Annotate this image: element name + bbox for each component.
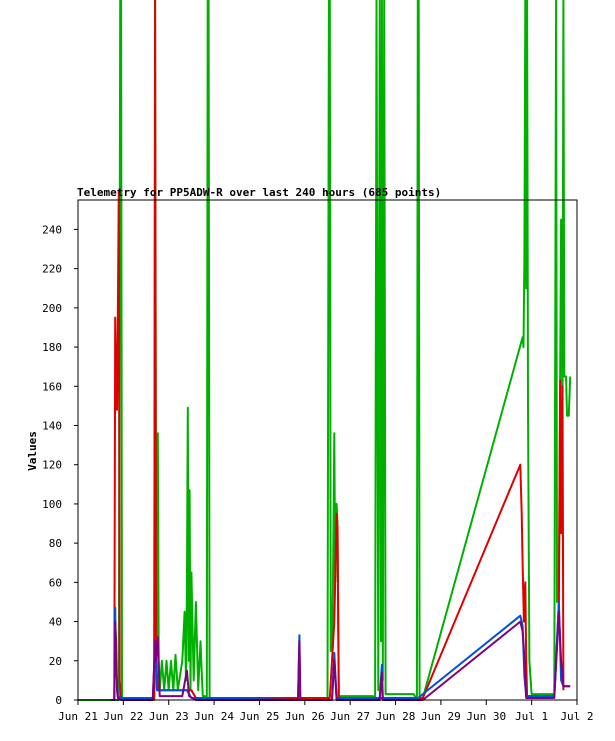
y-axis: 0 20 40 60 80 100 120 140 160 180 200 220 240 (42, 223, 78, 707)
series-layer (78, 0, 572, 701)
x-tick-label: Jun 21 (58, 710, 98, 723)
y-tick-label: 140 (42, 419, 62, 432)
plot-frame (77, 199, 578, 701)
series-line-1 (78, 0, 572, 701)
y-tick-label: 220 (42, 263, 62, 276)
y-tick-label: 200 (42, 302, 62, 315)
series-line-4 (110, 610, 571, 701)
x-tick-label: Jun 29 (421, 710, 461, 723)
x-tick-label: Jun 25 (240, 710, 280, 723)
y-tick-label: 80 (49, 537, 62, 550)
y-tick-label: 40 (49, 616, 62, 629)
y-tick-label: 0 (55, 694, 62, 707)
x-tick-label: Jun 27 (330, 710, 370, 723)
x-tick-label: Jun 28 (376, 710, 416, 723)
x-tick-label: Jun 22 (103, 710, 143, 723)
x-tick-label: Jun 26 (285, 710, 325, 723)
y-tick-label: 240 (42, 223, 62, 236)
y-tick-label: 180 (42, 341, 62, 354)
x-tick-label: Jul 2 (560, 710, 593, 723)
y-tick-label: 60 (49, 576, 62, 589)
y-tick-label: 100 (42, 498, 62, 511)
x-tick-label: Jun 30 (466, 710, 506, 723)
x-tick-label: Jun 24 (194, 710, 234, 723)
y-tick-label: 20 (49, 655, 62, 668)
y-tick-label: 120 (42, 459, 62, 472)
y-axis-label: Values (26, 431, 39, 471)
series-line-3 (110, 601, 571, 701)
chart-title: Telemetry for PP5ADW-R over last 240 hou… (77, 186, 441, 199)
y-tick-label: 160 (42, 380, 62, 393)
x-tick-label: Jul 1 (515, 710, 548, 723)
x-axis: Jun 21 Jun 22 Jun 23 Jun 24 Jun 25 Jun 26 Jun … (58, 700, 594, 723)
series-line-2 (110, 0, 565, 701)
x-tick-label: Jun 23 (149, 710, 189, 723)
